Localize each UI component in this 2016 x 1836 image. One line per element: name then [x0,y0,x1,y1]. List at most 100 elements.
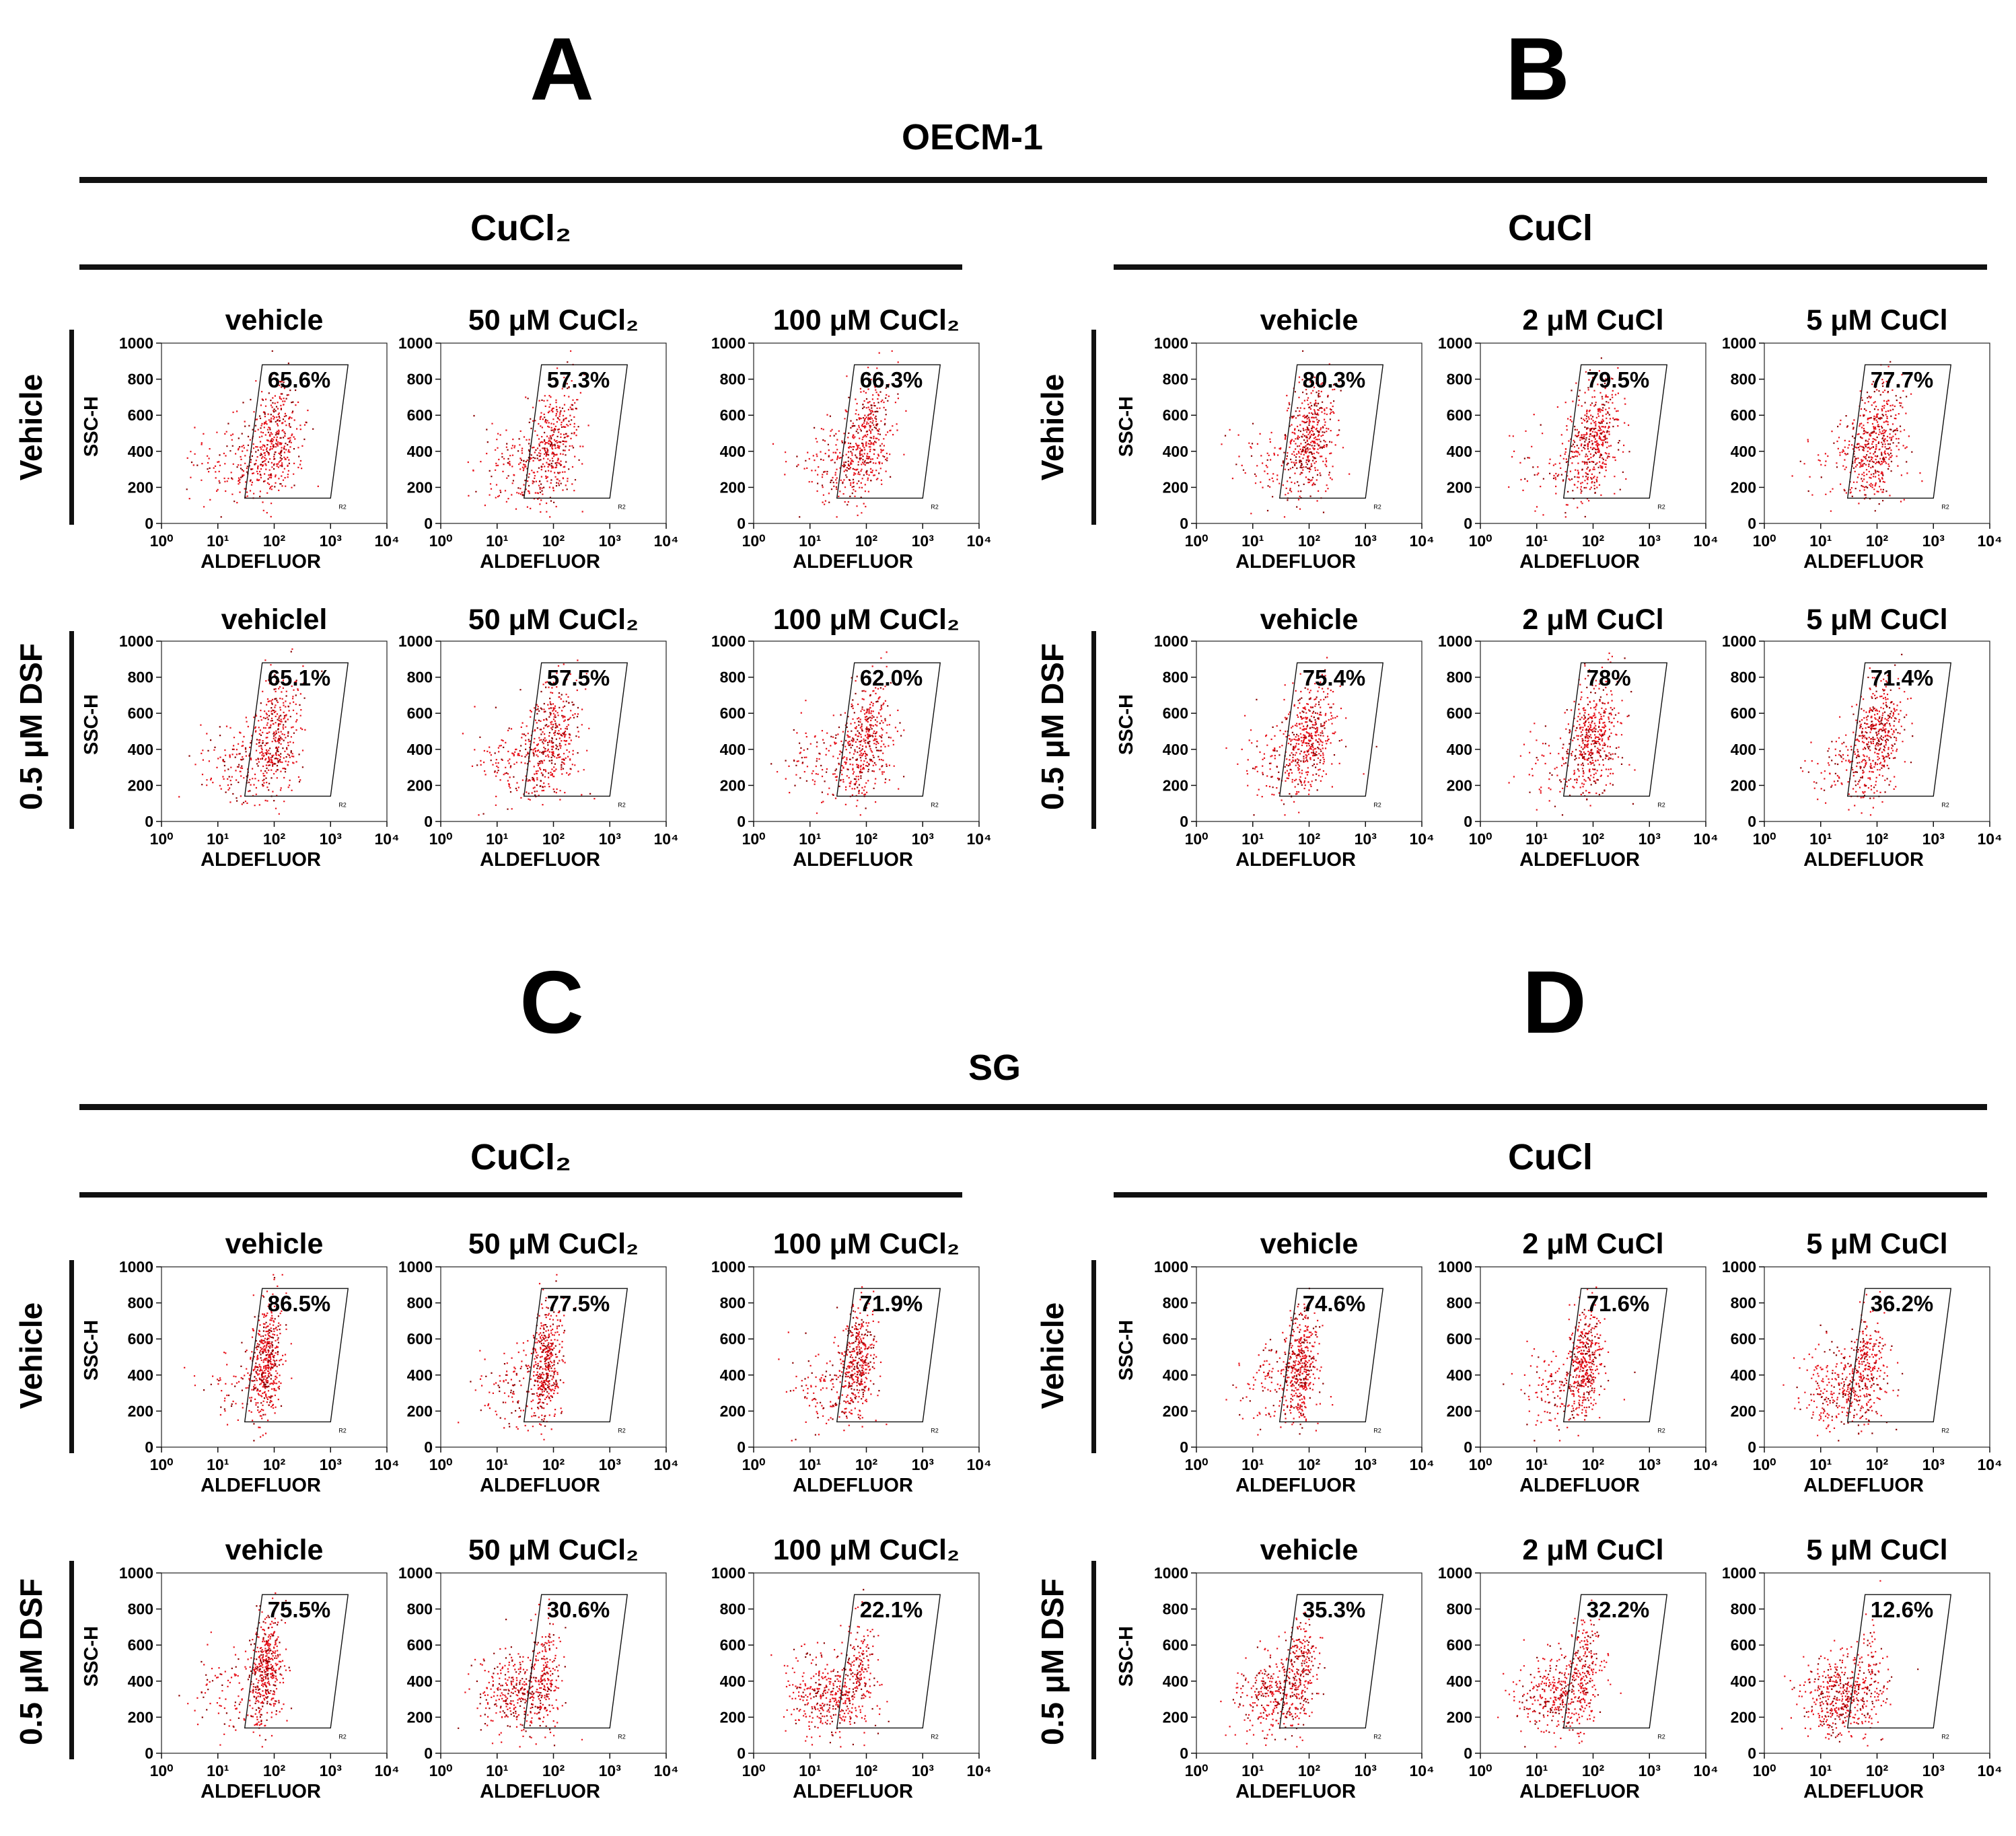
x-tick-label-D-0-2-3: 10³ [1922,1456,1945,1473]
y-tick-label-C-0-0-0: 0 [145,1438,153,1456]
gate-label-D-1-2: R2 [1941,1733,1949,1740]
x-axis-label-D-0-1: ALDEFLUOR [1519,1475,1640,1496]
gate-label-D-0-1: R2 [1657,1427,1665,1434]
x-tick-label-B-0-1-4: 10⁴ [1694,532,1719,550]
y-tick-label-A-1-0-2: 400 [128,741,153,758]
y-tick-label-B-1-2-4: 800 [1731,669,1756,686]
row-bar-B-0 [1091,330,1096,525]
y-tick-label-C-0-0-3: 600 [128,1330,153,1348]
x-tick-label-A-1-1-2: 10² [542,830,565,848]
y-tick-label-C-1-0-4: 800 [128,1601,153,1618]
x-tick-label-C-0-2-3: 10³ [912,1456,935,1473]
treatment-divider-D [1114,1192,1987,1198]
x-tick-label-B-0-2-4: 10⁴ [1978,532,2003,550]
row-label-B-1: 0.5 μM DSF [1035,643,1070,810]
y-tick-label-C-0-2-1: 200 [720,1402,746,1420]
x-tick-label-D-1-2-3: 10³ [1922,1762,1945,1779]
y-tick-label-B-1-0-0: 0 [1180,813,1188,830]
dot-cloud-B-0-0 [1221,350,1351,518]
y-tick-label-B-1-2-0: 0 [1748,813,1756,830]
y-tick-label-A-1-2-4: 800 [720,669,746,686]
condition-title-C-1-1: 50 μM CuCl₂ [468,1534,639,1566]
plots-layer: CuCl₂ Vehicle vehicle R2 65.6% 0 200 400 600 800 1… [13,208,2002,1802]
percent-label-C-1-0: 75.5% [268,1597,331,1622]
gate-label-C-0-2: R2 [931,1427,939,1434]
y-tick-label-D-1-1-3: 600 [1447,1636,1472,1654]
condition-title-B-0-2: 5 μM CuCl [1806,304,1947,336]
y-tick-label-D-0-2-0: 0 [1748,1438,1756,1456]
y-tick-label-D-0-1-5: 1000 [1438,1258,1472,1276]
y-tick-label-B-0-2-1: 200 [1731,478,1756,496]
y-tick-label-B-0-1-3: 600 [1447,406,1472,424]
condition-title-B-0-1: 2 μM CuCl [1522,304,1663,336]
x-tick-label-C-0-2-1: 10¹ [799,1456,821,1473]
x-tick-label-A-1-0-3: 10³ [320,830,343,848]
x-tick-label-D-1-2-0: 10⁰ [1753,1762,1776,1779]
row-label-B-0: Vehicle [1035,374,1070,481]
x-axis-label-A-1-0: ALDEFLUOR [201,849,321,871]
x-tick-label-C-0-1-3: 10³ [599,1456,622,1473]
dots-dark-C-0-1 [470,1280,577,1428]
x-tick-label-A-1-0-1: 10¹ [207,830,229,848]
y-tick-label-B-1-0-1: 200 [1163,776,1188,794]
gate-label-B-1-1: R2 [1657,801,1665,808]
treatment-title-D: CuCl [1508,1137,1593,1177]
row-label-C-0: Vehicle [13,1302,48,1409]
x-tick-label-B-0-2-3: 10³ [1922,532,1945,550]
gate-A-0-2 [836,364,941,499]
percent-label-D-1-0: 35.3% [1303,1597,1366,1622]
x-tick-label-D-0-0-1: 10¹ [1241,1456,1264,1473]
dots-main-A-0-2 [772,350,907,518]
x-tick-label-A-1-2-0: 10⁰ [742,830,766,848]
y-tick-label-A-0-2-3: 600 [720,406,746,424]
x-axis-label-C-1-1: ALDEFLUOR [480,1781,600,1802]
y-tick-label-B-0-2-3: 600 [1731,406,1756,424]
x-axis-label-B-1-0: ALDEFLUOR [1235,849,1356,871]
y-tick-label-B-1-0-3: 600 [1163,704,1188,722]
x-tick-label-A-1-2-1: 10¹ [799,830,821,848]
percent-label-A-1-2: 62.0% [860,665,923,690]
y-tick-label-B-0-0-2: 400 [1163,443,1188,460]
x-tick-label-C-1-0-4: 10⁴ [375,1762,400,1779]
y-tick-label-D-1-0-0: 0 [1180,1745,1188,1762]
percent-label-A-0-0: 65.6% [268,367,331,392]
x-axis-label-A-0-2: ALDEFLUOR [793,551,913,573]
y-tick-label-A-1-1-4: 800 [407,669,433,686]
x-tick-label-C-1-0-2: 10² [263,1762,286,1779]
y-tick-label-A-0-1-2: 400 [407,443,433,460]
y-tick-label-D-0-2-5: 1000 [1722,1258,1756,1276]
x-axis-label-C-0-0: ALDEFLUOR [201,1475,321,1496]
y-tick-label-A-0-1-5: 1000 [398,334,433,352]
x-tick-label-A-0-2-0: 10⁰ [742,532,766,550]
gate-D-0-1 [1562,1288,1668,1423]
x-axis-label-B-0-2: ALDEFLUOR [1803,551,1924,573]
x-tick-label-B-0-1-1: 10¹ [1525,532,1548,550]
y-tick-label-A-0-0-0: 0 [145,515,153,532]
dots-dark-C-1-1 [458,1619,567,1747]
x-tick-label-A-1-0-2: 10² [263,830,286,848]
y-tick-label-D-1-1-2: 400 [1447,1673,1472,1690]
x-tick-label-D-1-2-2: 10² [1866,1762,1889,1779]
x-tick-label-D-1-0-0: 10⁰ [1185,1762,1209,1779]
gate-B-0-1 [1562,364,1668,499]
y-tick-label-C-0-2-3: 600 [720,1330,746,1348]
x-tick-label-D-0-2-1: 10¹ [1809,1456,1832,1473]
dot-cloud-A-1-1 [462,659,596,816]
x-tick-label-D-1-2-4: 10⁴ [1978,1762,2003,1779]
dot-cloud-C-0-0 [184,1274,293,1442]
x-tick-label-C-1-0-3: 10³ [320,1762,343,1779]
x-tick-label-C-1-0-1: 10¹ [207,1762,229,1779]
gate-label-B-0-1: R2 [1657,503,1665,510]
x-tick-label-D-1-0-4: 10⁴ [1410,1762,1435,1779]
y-tick-label-D-1-0-1: 200 [1163,1708,1188,1726]
y-tick-label-C-0-1-2: 400 [407,1366,433,1384]
x-axis-label-D-0-0: ALDEFLUOR [1235,1475,1356,1496]
y-tick-label-A-0-0-3: 600 [128,406,153,424]
y-tick-label-A-1-0-1: 200 [128,776,153,794]
y-tick-label-C-0-1-4: 800 [407,1294,433,1312]
x-tick-label-A-0-0-3: 10³ [320,532,343,550]
dot-cloud-D-1-2 [1781,1580,1919,1747]
x-tick-label-B-1-0-3: 10³ [1355,830,1377,848]
y-tick-label-D-1-1-0: 0 [1464,1745,1472,1762]
gate-label-A-0-0: R2 [338,503,347,510]
